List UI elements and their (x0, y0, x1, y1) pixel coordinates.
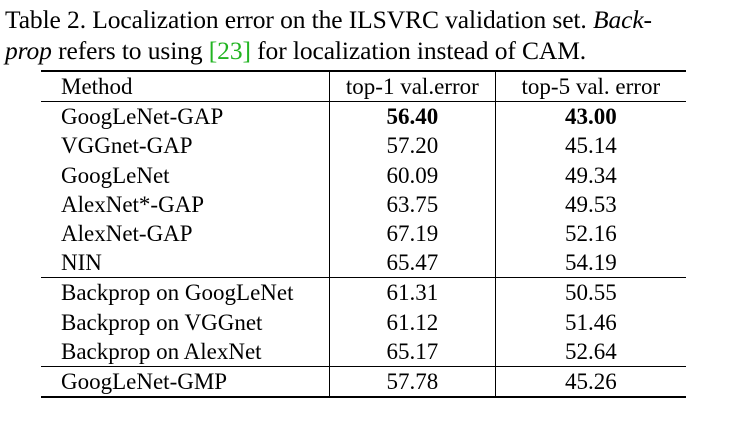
localization-error-table: Method top-1 val.error top-5 val. error … (41, 70, 686, 399)
caption-text-1: Localization error on the ILSVRC validat… (92, 5, 587, 34)
top1-cell: 57.78 (329, 366, 496, 399)
table-group-gmp: GoogLeNet-GMP 57.78 45.26 (41, 366, 686, 399)
method-cell: GoogLeNet-GMP (41, 366, 330, 399)
top1-cell: 60.09 (329, 160, 496, 190)
table-row: VGGnet-GAP 57.20 45.14 (41, 131, 686, 161)
table-row: AlexNet*-GAP 63.75 49.53 (41, 189, 686, 220)
top5-cell: 54.19 (494, 248, 686, 278)
table-row: GoogLeNet-GMP 57.78 45.26 (41, 366, 686, 399)
method-cell: GoogLeNet-GAP (61, 104, 224, 130)
top1-cell: 57.20 (329, 131, 496, 161)
top5-cell: 49.34 (494, 160, 686, 190)
table-group-backprop: Backprop on GoogLeNet 61.31 50.55 Backpr… (41, 277, 686, 367)
top1-cell: 63.75 (329, 189, 496, 220)
table-row: Backprop on AlexNet 65.17 52.64 (41, 336, 686, 367)
method-cell: Backprop on VGGnet (61, 309, 263, 335)
table-header-row: Method top-1 val.error top-5 val. error (41, 71, 686, 103)
top5-cell: 43.00 (494, 101, 686, 132)
top1-cell: 61.31 (329, 277, 496, 308)
header-top5-error: top-5 val. error (494, 71, 686, 103)
table-row: Backprop on GoogLeNet 61.31 50.55 (41, 277, 686, 308)
top1-cell: 65.17 (329, 336, 496, 367)
top1-cell: 61.12 (329, 307, 496, 337)
top5-cell: 50.55 (494, 277, 686, 308)
top5-cell: 51.46 (494, 307, 686, 337)
header-top1-error: top-1 val.error (329, 71, 496, 103)
top5-cell: 49.53 (494, 189, 686, 220)
caption-italic-2: prop (5, 36, 52, 65)
method-cell: GoogLeNet (61, 162, 170, 188)
table-row: GoogLeNet-GAP 56.40 43.00 (41, 101, 686, 132)
caption-text-2: refers to using (58, 36, 203, 65)
caption-label: Table 2. (5, 5, 86, 34)
top5-cell: 52.64 (494, 336, 686, 367)
citation-link[interactable]: [23] (208, 36, 251, 65)
table-group-gap: GoogLeNet-GAP 56.40 43.00 VGGnet-GAP 57.… (41, 101, 686, 278)
table-row: GoogLeNet 60.09 49.34 (41, 160, 686, 190)
table-row: Backprop on VGGnet 61.12 51.46 (41, 307, 686, 337)
method-cell: AlexNet-GAP (61, 221, 193, 247)
method-cell: NIN (61, 250, 102, 276)
top1-cell: 67.19 (329, 219, 496, 249)
table-row: AlexNet-GAP 67.19 52.16 (41, 219, 686, 249)
top5-cell: 45.26 (494, 366, 686, 399)
method-cell: AlexNet*-GAP (61, 191, 205, 217)
table-row: NIN 65.47 54.19 (41, 248, 686, 278)
caption-text-3: for localization instead of CAM. (257, 36, 587, 65)
method-cell: Backprop on GoogLeNet (41, 277, 330, 308)
top1-cell: 56.40 (329, 101, 496, 132)
header-method: Method (41, 71, 330, 103)
method-cell: VGGnet-GAP (61, 133, 193, 159)
top1-cell: 65.47 (329, 248, 496, 278)
top5-cell: 52.16 (494, 219, 686, 249)
method-cell: Backprop on AlexNet (61, 338, 262, 364)
top5-cell: 45.14 (494, 131, 686, 161)
table-caption: Table 2. Localization error on the ILSVR… (5, 4, 729, 66)
caption-italic-1: Back- (592, 5, 652, 34)
